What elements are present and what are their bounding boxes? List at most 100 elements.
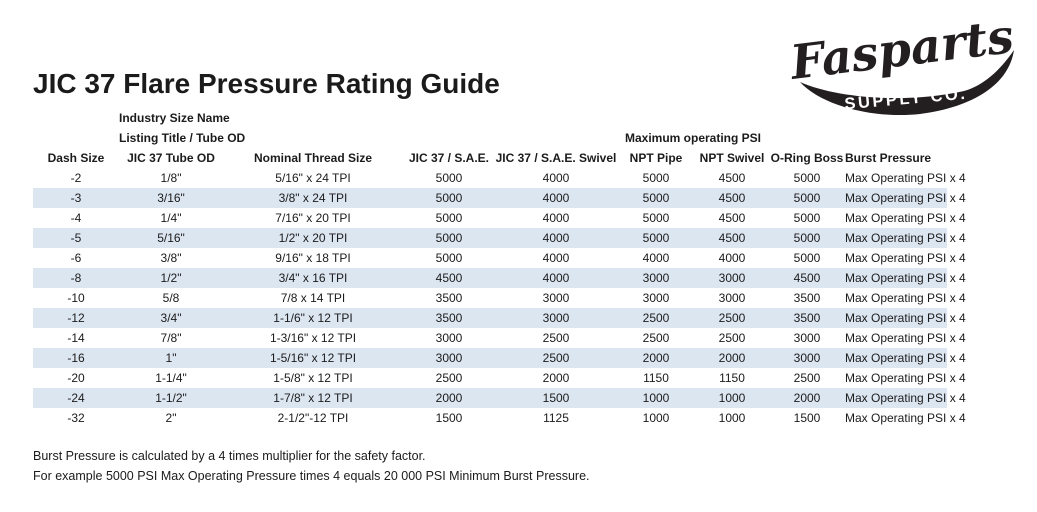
table-cell: Max Operating PSI x 4 <box>845 371 966 385</box>
col-header-jic37-tube-od: JIC 37 Tube OD <box>127 151 215 165</box>
table-cell: 1150 <box>643 371 669 385</box>
table-cell: 1125 <box>543 411 569 425</box>
table-cell: 3000 <box>718 291 746 305</box>
table-cell: 5000 <box>793 231 821 245</box>
table-row: -3 3/16" 3/8" x 24 TPI 5000 4000 5000 4500 5000… <box>33 188 966 208</box>
table-cell: 1-7/8" x 12 TPI <box>273 391 353 405</box>
table-cell: 1500 <box>793 411 821 425</box>
table-cell: Max Operating PSI x 4 <box>845 211 966 225</box>
pressure-rating-table: Industry Size Name Listing Title / Tube … <box>33 108 966 428</box>
col-header-burst-pressure: Burst Pressure <box>845 151 932 165</box>
table-cell: 1/8" <box>160 171 182 185</box>
table-cell: 4500 <box>718 211 746 225</box>
table-cell: Max Operating PSI x 4 <box>845 191 966 205</box>
col-header-o-ring-boss: O-Ring Boss <box>770 151 844 165</box>
table-cell: 4500 <box>718 231 746 245</box>
table-group-header-row-2: Listing Title / Tube OD Maximum operatin… <box>33 128 947 148</box>
table-cell: Max Operating PSI x 4 <box>845 271 966 285</box>
table-cell: 3/4" <box>160 311 182 325</box>
table-cell: 3000 <box>435 331 463 345</box>
table-cell: 2000 <box>793 391 821 405</box>
table-cell: 3000 <box>793 331 821 345</box>
table-cell: 5000 <box>642 191 670 205</box>
brand-script-text: Fasparts <box>786 9 1017 91</box>
table-cell: -16 <box>67 351 85 365</box>
col-header-nominal-thread-size: Nominal Thread Size <box>253 151 373 165</box>
table-cell: 3000 <box>793 351 821 365</box>
table-row: -32 2" 2-1/2"-12 TPI 1500 1125 1000 1000 1500 Ma… <box>33 408 965 428</box>
table-cell: 4000 <box>542 251 570 265</box>
brand-logo: Fasparts SUPPLY CO. <box>786 9 1017 116</box>
footnote-line-1: Burst Pressure is calculated by a 4 time… <box>33 449 426 463</box>
table-cell: 5/16" x 24 TPI <box>275 171 351 185</box>
table-cell: Max Operating PSI x 4 <box>845 291 966 305</box>
table-cell: -3 <box>70 191 82 205</box>
table-cell: 5/16" <box>157 231 185 245</box>
table-cell: 7/16" x 20 TPI <box>275 211 351 225</box>
col-header-jic37-sae-swivel: JIC 37 / S.A.E. Swivel <box>495 151 617 165</box>
table-cell: Max Operating PSI x 4 <box>845 231 966 245</box>
table-cell: 1-1/4" <box>155 371 187 385</box>
table-cell: 3000 <box>642 271 670 285</box>
table-cell: 3000 <box>642 291 670 305</box>
table-cell: 5000 <box>793 211 821 225</box>
table-cell: 5000 <box>435 211 463 225</box>
table-cell: 1500 <box>542 391 570 405</box>
table-cell: 3/16" <box>157 191 185 205</box>
table-row: -16 1" 1-5/16" x 12 TPI 3000 2500 2000 2000 300… <box>33 348 966 368</box>
table-cell: 4000 <box>542 191 570 205</box>
table-cell: 2500 <box>718 331 746 345</box>
logo-swoosh-shape <box>800 50 1014 116</box>
table-cell: 3000 <box>718 271 746 285</box>
table-body: -2 1/8" 5/16" x 24 TPI 5000 4000 5000 4500 5000… <box>33 168 966 428</box>
table-row: -6 3/8" 9/16" x 18 TPI 5000 4000 4000 4000 5000… <box>33 248 966 268</box>
table-cell: 3000 <box>435 351 463 365</box>
table-cell: 3000 <box>542 311 570 325</box>
table-group-header-row-1: Industry Size Name <box>33 108 947 128</box>
page-title: JIC 37 Flare Pressure Rating Guide <box>33 68 500 99</box>
table-cell: 2000 <box>542 371 570 385</box>
table-cell: Max Operating PSI x 4 <box>845 311 966 325</box>
table-cell: 1150 <box>719 371 745 385</box>
table-cell: -2 <box>70 171 82 185</box>
table-cell: 1500 <box>435 411 463 425</box>
table-cell: 5000 <box>435 251 463 265</box>
table-cell: 1-1/6" x 12 TPI <box>273 311 353 325</box>
table-cell: 1000 <box>718 411 746 425</box>
table-cell: 1000 <box>642 391 670 405</box>
maximum-operating-psi-header: Maximum operating PSI <box>624 131 762 145</box>
table-cell: 4000 <box>642 251 670 265</box>
table-cell: -14 <box>67 331 85 345</box>
table-cell: 3/8" <box>160 251 182 265</box>
table-row: -20 1-1/4" 1-5/8" x 12 TPI 2500 2000 1150 1150… <box>33 368 966 388</box>
table-cell: 5000 <box>642 231 670 245</box>
table-row: -5 5/16" 1/2" x 20 TPI 5000 4000 5000 4500 5000… <box>33 228 966 248</box>
table-cell: 1/2" x 20 TPI <box>278 231 348 245</box>
table-row: -8 1/2" 3/4" x 16 TPI 4500 4000 3000 3000 4500 M… <box>33 268 966 288</box>
table-cell: Max Operating PSI x 4 <box>845 331 966 345</box>
table-cell: 3/8" x 24 TPI <box>278 191 348 205</box>
table-cell: 4500 <box>435 271 463 285</box>
table-cell: 2500 <box>542 351 570 365</box>
table-row: -12 3/4" 1-1/6" x 12 TPI 3500 3000 2500 2500 35… <box>33 308 966 328</box>
table-cell: 3000 <box>542 291 570 305</box>
table-cell: 2500 <box>793 371 821 385</box>
listing-title-tube-od-header: Listing Title / Tube OD <box>119 131 246 145</box>
table-cell: 3500 <box>435 311 463 325</box>
table-cell: -8 <box>70 271 82 285</box>
table-cell: 5000 <box>793 171 821 185</box>
table-cell: -5 <box>70 231 82 245</box>
table-cell: 7/8 x 14 TPI <box>280 291 346 305</box>
table-cell: 2000 <box>718 351 746 365</box>
table-cell: 5000 <box>793 251 821 265</box>
table-cell: 4500 <box>718 171 746 185</box>
table-cell: -32 <box>67 411 85 425</box>
col-header-jic37-sae: JIC 37 / S.A.E. <box>408 151 490 165</box>
table-cell: 5000 <box>435 231 463 245</box>
table-row: -4 1/4" 7/16" x 20 TPI 5000 4000 5000 4500 5000… <box>33 208 966 228</box>
table-cell: 1/4" <box>160 211 182 225</box>
table-cell: -12 <box>67 311 85 325</box>
table-cell: 1000 <box>642 411 670 425</box>
industry-size-name-header: Industry Size Name <box>119 111 230 125</box>
table-cell: 2500 <box>642 311 670 325</box>
